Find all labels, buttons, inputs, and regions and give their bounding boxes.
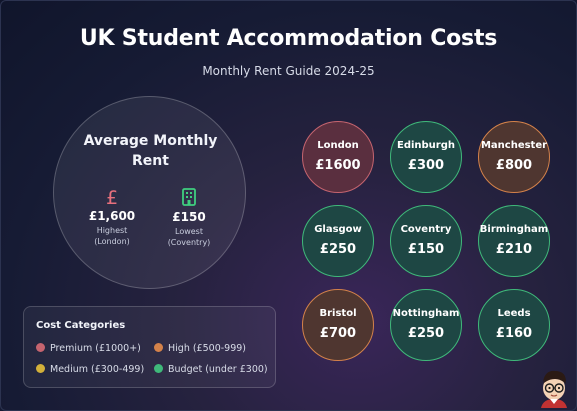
city-bristol[interactable]: Bristol £700 <box>302 289 374 361</box>
city-rent: £150 <box>407 242 445 257</box>
highest-rent-label: Highest (London) <box>94 226 130 246</box>
high-dot-icon <box>154 343 163 352</box>
lowest-rent-value: £150 <box>172 210 206 224</box>
lowest-rent-stat: £150 Lowest (Coventry) <box>153 187 225 248</box>
city-birmingham[interactable]: Birmingham £210 <box>478 205 550 277</box>
average-rent-title: Average Monthly Rent <box>83 133 218 169</box>
city-name: Edinburgh <box>396 140 456 151</box>
city-leeds[interactable]: Leeds £160 <box>478 289 550 361</box>
city-rent: £1600 <box>315 158 361 173</box>
legend-item-premium: Premium (£1000+) <box>36 343 141 354</box>
city-manchester[interactable]: Manchester £800 <box>478 121 550 193</box>
city-name: Coventry <box>400 224 452 235</box>
page-title: UK Student Accommodation Costs <box>79 26 498 51</box>
city-rent: £800 <box>495 158 533 173</box>
city-name: Birmingham <box>479 224 549 235</box>
average-rent-panel: Average Monthly Rent £ £1,600 Highest (L… <box>53 96 246 289</box>
medium-dot-icon <box>36 364 45 373</box>
lowest-rent-label: Lowest (Coventry) <box>167 227 211 247</box>
city-rent: £300 <box>407 158 445 173</box>
city-nottingham[interactable]: Nottingham £250 <box>390 289 462 361</box>
legend-title: Cost Categories <box>36 320 126 331</box>
legend-item-medium: Medium (£300-499) <box>36 364 144 375</box>
city-name: Leeds <box>497 308 531 319</box>
cost-categories-legend: Cost Categories Premium (£1000+) High (£… <box>23 306 276 388</box>
city-name: London <box>317 140 359 151</box>
page-subtitle: Monthly Rent Guide 2024-25 <box>202 64 375 78</box>
city-coventry[interactable]: Coventry £150 <box>390 205 462 277</box>
city-name: Glasgow <box>314 224 362 235</box>
city-rent: £210 <box>495 242 533 257</box>
city-london[interactable]: London £1600 <box>302 121 374 193</box>
pound-icon: £ <box>105 187 119 209</box>
city-rent: £700 <box>319 326 357 341</box>
city-name: Nottingham <box>392 308 460 319</box>
city-rent: £160 <box>495 326 533 341</box>
legend-item-high: High (£500-999) <box>154 343 246 354</box>
city-name: Bristol <box>319 308 357 319</box>
highest-rent-value: £1,600 <box>88 209 136 223</box>
premium-dot-icon <box>36 343 45 352</box>
building-icon <box>153 188 225 210</box>
city-rent: £250 <box>319 242 357 257</box>
mascot-avatar-icon <box>537 368 571 408</box>
budget-dot-icon <box>154 364 163 373</box>
city-glasgow[interactable]: Glasgow £250 <box>302 205 374 277</box>
city-edinburgh[interactable]: Edinburgh £300 <box>390 121 462 193</box>
highest-rent-stat: £ £1,600 Highest (London) <box>76 187 148 247</box>
city-name: Manchester <box>480 140 548 151</box>
city-rent: £250 <box>407 326 445 341</box>
legend-item-budget: Budget (under £300) <box>154 364 268 375</box>
